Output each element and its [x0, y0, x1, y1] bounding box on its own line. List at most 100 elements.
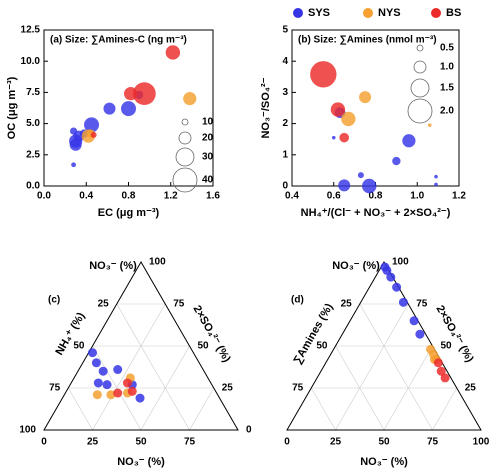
- x-axis-label: EC (μg m⁻³): [98, 207, 160, 219]
- size-legend-circle: [407, 98, 433, 124]
- bottom-axis-label: NO₃⁻ (%): [117, 456, 165, 468]
- tick-label: 100: [392, 257, 409, 268]
- x-tick-label: 0.8: [369, 191, 383, 202]
- tick-label: 75: [427, 437, 439, 448]
- bubble: [427, 123, 432, 127]
- point: [440, 373, 450, 383]
- grid-line: [67, 387, 93, 431]
- tick-label: 75: [292, 383, 304, 394]
- bubble: [392, 156, 401, 166]
- x-tick-label: 0.8: [122, 191, 136, 202]
- grid-line: [432, 387, 458, 431]
- bubble: [330, 102, 346, 117]
- chart-title: (d): [291, 295, 304, 306]
- tick-label: 25: [330, 437, 342, 448]
- point: [91, 358, 101, 368]
- bubble: [103, 102, 116, 115]
- size-legend-label: 1.0: [440, 62, 454, 73]
- point: [386, 272, 396, 282]
- x-tick-label: 1.2: [452, 191, 466, 202]
- size-legend-label: 2.0: [440, 106, 454, 117]
- point: [102, 380, 112, 390]
- tick-label: 50: [135, 437, 147, 448]
- bubble: [331, 135, 336, 140]
- x-tick-label: 1.2: [164, 191, 178, 202]
- chart-title: (a) Size: ∑Amines-C (ng m⁻³): [50, 35, 187, 46]
- point: [106, 390, 116, 400]
- tick-label: 100: [473, 437, 490, 448]
- triangle-frame: [43, 261, 239, 431]
- size-legend-label: 0.5: [440, 43, 454, 54]
- top-label: NO₃⁻ (%): [332, 260, 380, 272]
- tick-label: 0: [284, 437, 290, 448]
- bubble: [90, 131, 97, 138]
- legend-label: NYS: [378, 7, 401, 19]
- bubble: [71, 162, 76, 168]
- y-tick-label: 0: [282, 181, 288, 192]
- y-axis-label: NO₃⁻/SO₄²⁻: [260, 77, 272, 138]
- size-legend-circle: [175, 147, 195, 167]
- point: [433, 358, 443, 368]
- tick-label: 50: [73, 341, 85, 352]
- chart-title: (c): [48, 295, 60, 306]
- right-axis-label: 2×SO₄²⁻ (%): [434, 304, 476, 365]
- point: [98, 366, 108, 376]
- top-label: NO₃⁻ (%): [89, 260, 137, 272]
- grid-line: [116, 303, 190, 431]
- size-legend-label: 1.5: [440, 83, 454, 94]
- bubble: [84, 117, 100, 133]
- x-axis-label: NH₄⁺/(Cl⁻ + NO₃⁻ + 2×SO₄²⁻): [301, 207, 451, 219]
- tick-label: 25: [465, 383, 477, 394]
- x-tick-label: 1.0: [410, 191, 424, 202]
- y-tick-label: 3: [282, 87, 288, 98]
- y-tick-label: 12.5: [21, 25, 41, 36]
- point: [436, 366, 446, 376]
- tick-label: 75: [184, 437, 196, 448]
- tick-label: 100: [149, 257, 166, 268]
- point: [88, 348, 97, 358]
- x-tick-label: 0.6: [327, 191, 341, 202]
- bubble: [310, 61, 337, 88]
- point: [127, 386, 137, 396]
- point: [135, 393, 145, 403]
- x-tick-label: 1.6: [206, 191, 220, 202]
- bubble: [183, 92, 197, 106]
- point: [113, 388, 123, 398]
- y-axis-label: OC (μg m⁻³): [6, 76, 18, 139]
- chart-title: (b) Size: ∑Amines (nmol m⁻³): [298, 35, 437, 46]
- tick-label: 50: [378, 437, 390, 448]
- y-tick-label: 7.5: [26, 87, 40, 98]
- size-legend-circle: [410, 78, 430, 98]
- bottom-axis-label: NO₃⁻ (%): [360, 456, 408, 468]
- grid-line: [92, 303, 166, 431]
- legend-label: SYS: [308, 7, 330, 19]
- right-axis-label: 2×SO₄²⁻ (%): [191, 304, 233, 365]
- grid-line: [189, 387, 215, 431]
- size-legend-label: 20: [202, 133, 214, 144]
- bubble: [338, 179, 351, 192]
- bubble: [359, 91, 372, 104]
- tick-label: 25: [98, 299, 110, 310]
- y-tick-label: 0.0: [26, 181, 40, 192]
- tick-label: 75: [416, 299, 428, 310]
- point: [398, 297, 408, 307]
- tick-label: 25: [341, 299, 353, 310]
- size-legend-label: 30: [202, 152, 214, 163]
- legend-marker: [293, 8, 303, 18]
- size-legend-circle: [416, 44, 424, 52]
- point: [415, 329, 425, 339]
- tick-label: 50: [316, 341, 328, 352]
- point: [113, 365, 123, 375]
- legend-marker: [431, 8, 441, 18]
- tick-label: 25: [222, 383, 234, 394]
- tick-label: 0: [246, 425, 252, 436]
- bubble: [132, 82, 156, 106]
- x-tick-label: 0.4: [79, 191, 93, 202]
- point: [92, 390, 102, 400]
- y-tick-label: 5: [282, 25, 288, 36]
- point: [122, 378, 132, 388]
- size-legend-label: 10: [202, 117, 214, 128]
- grid-line: [359, 303, 433, 431]
- bubble: [362, 178, 377, 194]
